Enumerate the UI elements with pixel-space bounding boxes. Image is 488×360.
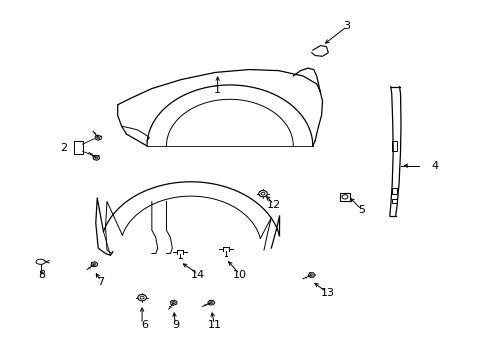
Polygon shape (311, 45, 328, 56)
Polygon shape (170, 300, 177, 305)
Bar (339, 193, 349, 201)
Text: 8: 8 (39, 270, 45, 280)
Polygon shape (207, 300, 214, 305)
Text: 5: 5 (357, 206, 364, 216)
Polygon shape (93, 155, 100, 160)
Text: 11: 11 (208, 320, 222, 330)
Text: 6: 6 (141, 320, 148, 330)
Text: 3: 3 (343, 21, 350, 31)
Text: 13: 13 (320, 288, 334, 298)
Text: 1: 1 (214, 85, 221, 95)
Polygon shape (91, 262, 98, 267)
Polygon shape (307, 273, 315, 277)
Polygon shape (95, 135, 101, 140)
Text: 4: 4 (430, 161, 437, 171)
Text: 9: 9 (172, 320, 180, 330)
Text: 2: 2 (61, 143, 67, 153)
Text: 10: 10 (232, 270, 246, 280)
Text: 14: 14 (191, 270, 205, 280)
Text: 7: 7 (97, 277, 104, 287)
Text: 12: 12 (266, 200, 280, 210)
